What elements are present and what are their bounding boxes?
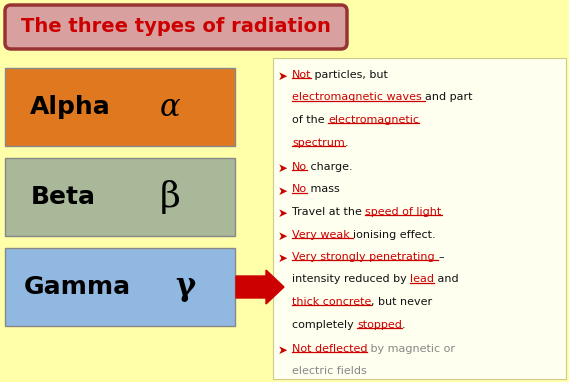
- Text: , but never: , but never: [372, 297, 432, 307]
- Text: electromagnetic waves: electromagnetic waves: [292, 92, 425, 102]
- Text: ➤: ➤: [278, 230, 288, 243]
- Text: stopped: stopped: [357, 319, 402, 330]
- Text: Travel at the: Travel at the: [292, 207, 365, 217]
- Text: spectrum: spectrum: [292, 138, 345, 147]
- Text: .: .: [345, 138, 348, 147]
- Text: ➤: ➤: [278, 70, 288, 83]
- Text: mass: mass: [307, 185, 340, 194]
- Bar: [273, 58, 566, 379]
- Text: lead: lead: [410, 275, 434, 285]
- Text: speed of light: speed of light: [365, 207, 442, 217]
- Text: ionising effect.: ionising effect.: [353, 230, 436, 240]
- Text: No: No: [292, 162, 307, 172]
- Text: completely: completely: [292, 319, 357, 330]
- Text: particles, but: particles, but: [311, 70, 389, 80]
- Text: ➤: ➤: [278, 252, 288, 265]
- Text: and part: and part: [425, 92, 473, 102]
- Text: electromagnetic: electromagnetic: [328, 115, 419, 125]
- Text: γ: γ: [175, 272, 195, 303]
- Text: and: and: [434, 275, 459, 285]
- FancyBboxPatch shape: [5, 5, 347, 49]
- Text: by magnetic or: by magnetic or: [368, 344, 456, 354]
- Text: charge.: charge.: [307, 162, 353, 172]
- Text: The three types of radiation: The three types of radiation: [21, 18, 331, 37]
- Text: Gamma: Gamma: [23, 275, 130, 299]
- Text: ➤: ➤: [278, 185, 288, 197]
- Text: of the: of the: [292, 115, 328, 125]
- Text: –: –: [438, 252, 444, 262]
- Text: Not: Not: [292, 70, 311, 80]
- Text: No: No: [292, 185, 307, 194]
- Text: ➤: ➤: [278, 344, 288, 357]
- Text: Very strongly penetrating: Very strongly penetrating: [292, 252, 438, 262]
- Text: Not deflected: Not deflected: [292, 344, 368, 354]
- Text: Alpha: Alpha: [30, 95, 110, 119]
- Bar: [5, 68, 235, 146]
- Text: Very weak: Very weak: [292, 230, 353, 240]
- Text: thick concrete: thick concrete: [292, 297, 372, 307]
- Text: electric fields: electric fields: [292, 366, 367, 377]
- Text: β: β: [159, 180, 180, 214]
- Text: α: α: [160, 92, 180, 123]
- Bar: [5, 248, 235, 326]
- FancyArrow shape: [236, 270, 284, 304]
- Text: .: .: [402, 319, 406, 330]
- Text: ➤: ➤: [278, 162, 288, 175]
- Text: intensity reduced by: intensity reduced by: [292, 275, 410, 285]
- Text: ➤: ➤: [278, 207, 288, 220]
- Bar: [5, 158, 235, 236]
- Text: Beta: Beta: [31, 185, 96, 209]
